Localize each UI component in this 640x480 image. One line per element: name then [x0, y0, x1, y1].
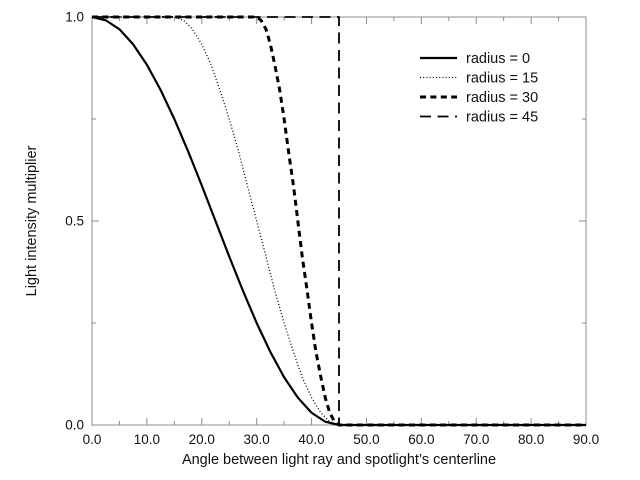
curve-radius-45 — [92, 16, 586, 426]
legend: radius = 0 radius = 15 radius = 30 radius =… — [420, 51, 538, 126]
x-tick-label: 60.0 — [408, 432, 434, 447]
legend-label-radius-30: radius = 30 — [466, 90, 538, 106]
curve-radius-15 — [92, 16, 586, 426]
x-tick-label: 50.0 — [353, 432, 379, 447]
x-tick-label: 90.0 — [573, 432, 599, 447]
x-tick-label: 10.0 — [134, 432, 160, 447]
y-tick-label: 0.5 — [65, 214, 84, 229]
y-tick-label: 1.0 — [65, 10, 84, 25]
x-tick-label: 80.0 — [518, 432, 544, 447]
axis-tick-labels: 0.0 10.0 20.0 30.0 40.0 50.0 60.0 70.0 80.0 90.0 0… — [65, 10, 599, 448]
x-tick-label: 20.0 — [189, 432, 215, 447]
x-tick-label: 30.0 — [244, 432, 270, 447]
y-tick-label: 0.0 — [65, 418, 84, 433]
x-tick-label: 40.0 — [298, 432, 324, 447]
x-tick-label: 0.0 — [83, 432, 102, 447]
curve-radius-0 — [91, 15, 586, 427]
legend-label-radius-45: radius = 45 — [466, 110, 538, 126]
legend-label-radius-15: radius = 15 — [466, 71, 538, 87]
data-curves — [91, 15, 586, 427]
y-axis-title: Light intensity multiplier — [24, 145, 40, 296]
x-axis-title: Angle between light ray and spotlight’s … — [182, 452, 496, 468]
legend-label-radius-0: radius = 0 — [466, 51, 530, 67]
curve-radius-30 — [92, 15, 586, 427]
x-tick-label: 70.0 — [463, 432, 489, 447]
